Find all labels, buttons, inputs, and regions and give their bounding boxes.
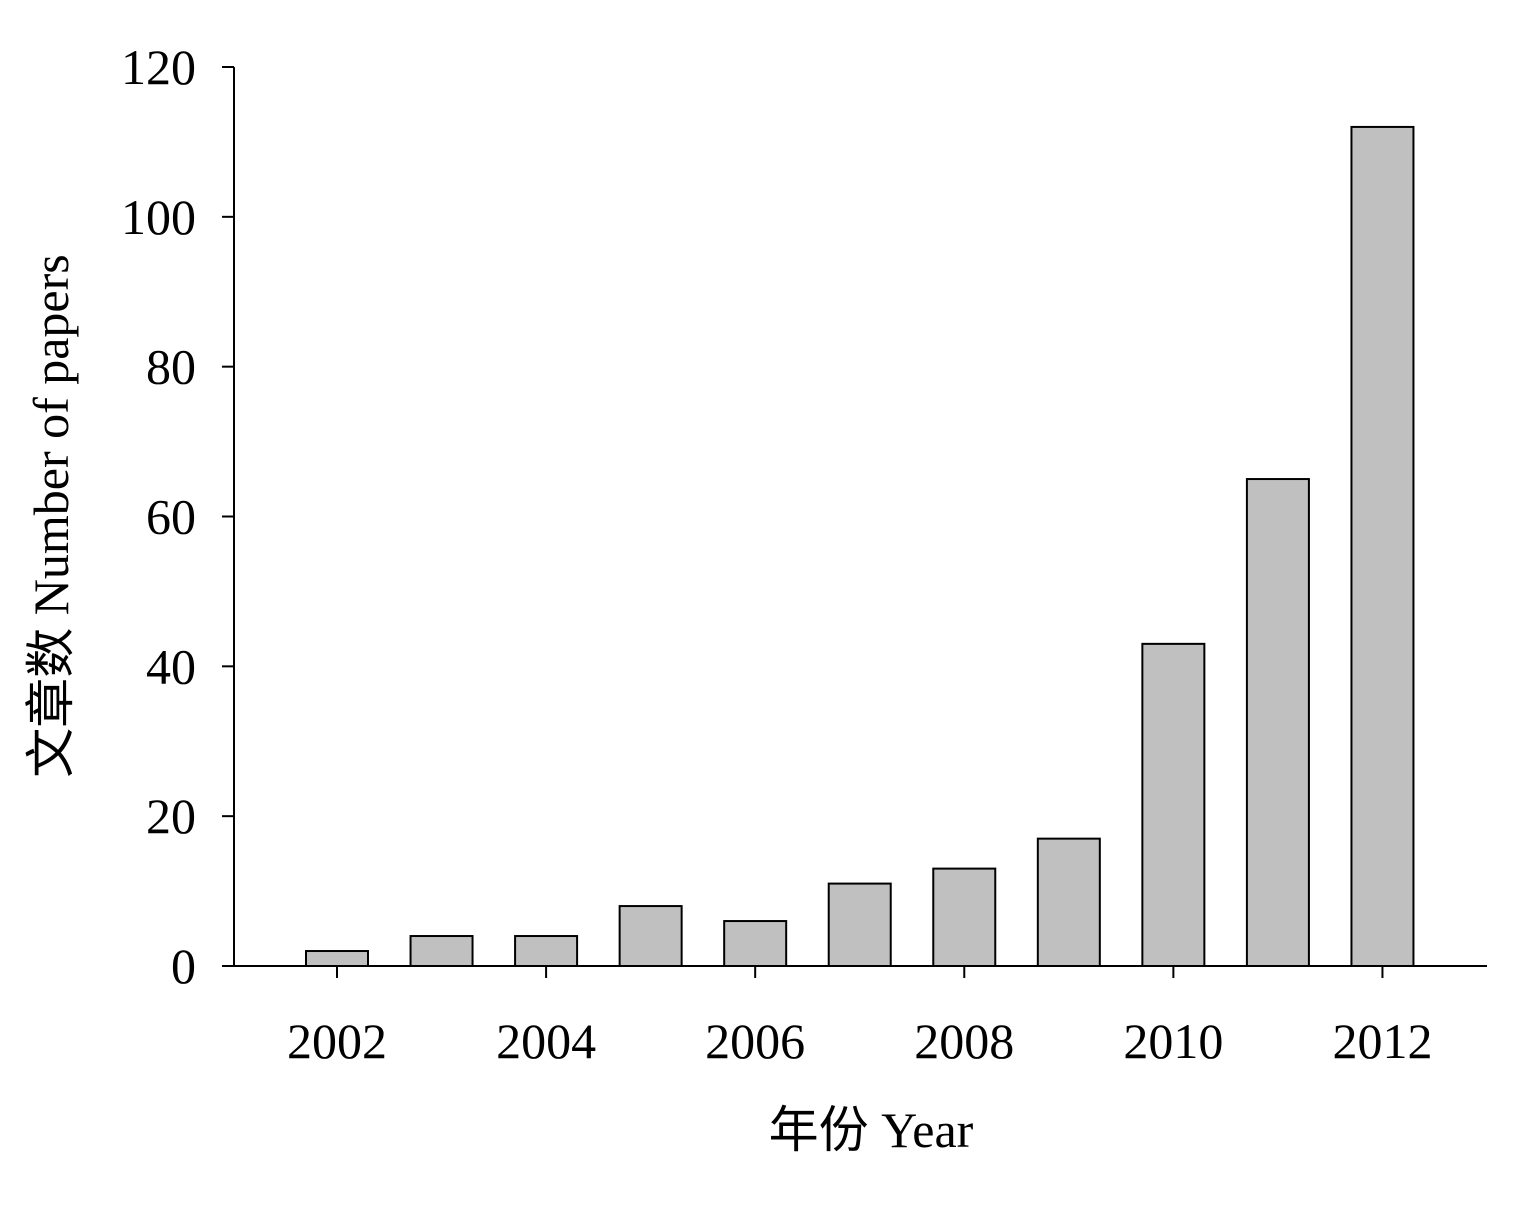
bar-2004 [514,935,579,967]
x-axis: 2002 2004 2006 2008 2010 2012 [222,965,1487,1069]
bar-2012 [1350,125,1415,967]
y-tick-label: 80 [146,339,196,395]
bar-2007 [827,882,892,968]
x-tick-label: 2004 [496,1013,596,1069]
bar-2002 [305,950,369,967]
bar-2006 [723,920,788,967]
bar-2008 [932,867,997,968]
y-tick-label: 100 [121,189,196,245]
bar-2009 [1036,837,1101,967]
bar-2010 [1141,642,1206,967]
y-tick-label: 120 [121,39,196,95]
y-tick-label: 20 [146,788,196,844]
x-tick-label: 2006 [705,1013,805,1069]
x-tick-label: 2012 [1332,1013,1432,1069]
bars-group [305,125,1415,968]
x-tick-label: 2010 [1123,1013,1223,1069]
bar-2005 [618,905,683,967]
y-axis-label: 文章数 Number of papers [23,254,79,778]
x-tick-label: 2008 [914,1013,1014,1069]
bar-2003 [409,935,474,967]
y-axis: 0 20 40 60 80 100 120 [121,39,235,994]
y-tick-label: 60 [146,489,196,545]
y-tick-label: 40 [146,638,196,694]
y-tick-label: 0 [171,938,196,994]
bar-2011 [1245,478,1310,967]
x-tick-label: 2002 [287,1013,387,1069]
x-axis-label: 年份 Year [769,1102,974,1158]
